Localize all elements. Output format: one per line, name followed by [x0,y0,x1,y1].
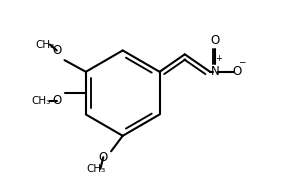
Text: CH₃: CH₃ [32,96,51,106]
Text: +: + [215,54,222,63]
Text: N: N [211,65,219,78]
Text: O: O [210,34,220,47]
Text: O: O [99,151,108,164]
Text: O: O [232,65,242,78]
Text: O: O [52,44,61,57]
Text: CH₃: CH₃ [36,40,55,50]
Text: CH₃: CH₃ [86,164,105,174]
Text: −: − [238,58,246,67]
Text: O: O [52,94,61,107]
